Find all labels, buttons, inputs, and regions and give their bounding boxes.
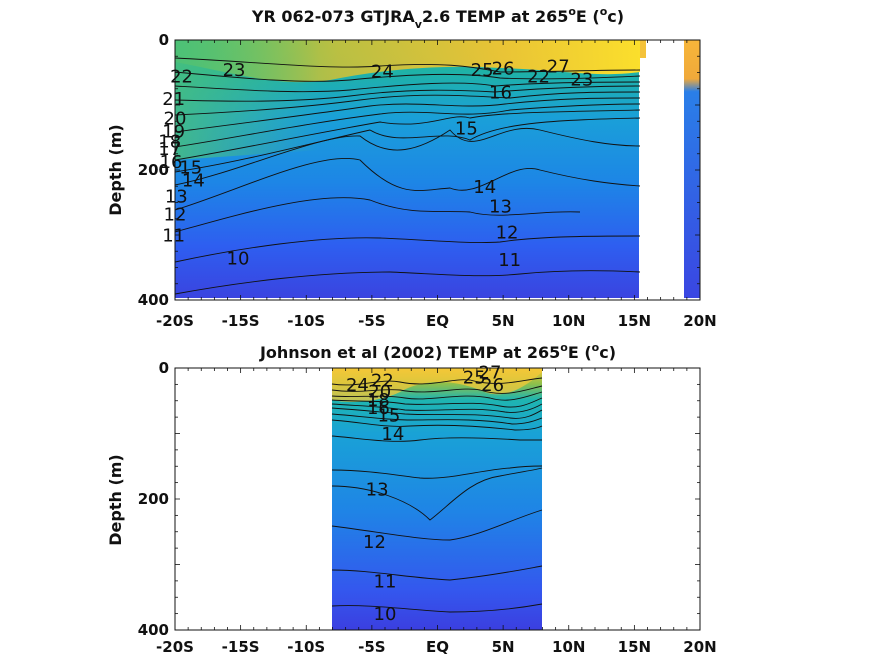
contour-label: 13	[366, 480, 389, 501]
contour-label: 16	[489, 83, 512, 104]
contour-label: 15	[455, 118, 478, 139]
contour-label: 27	[479, 362, 502, 383]
contour-label: 18	[367, 390, 390, 411]
contour-label: 16	[367, 398, 390, 419]
top-y-ticks: 0 200 400	[138, 31, 700, 309]
bottom-field	[332, 368, 542, 630]
x-tick-label: EQ	[426, 638, 449, 656]
contour-label: 21	[162, 89, 185, 110]
contour-label: 20	[164, 109, 187, 130]
top-contours	[175, 57, 641, 295]
contour-label: 22	[170, 66, 193, 87]
contour-label: 25	[463, 368, 486, 389]
contour-label: 26	[481, 375, 504, 396]
contour-label: 23	[223, 60, 246, 81]
contour-label: 16	[160, 152, 183, 173]
contour-label: 13	[165, 187, 188, 208]
contour-label: 18	[158, 131, 181, 152]
bottom-y-ticks: 0 200 400	[138, 359, 700, 639]
contour-label: 10	[227, 248, 250, 269]
contour-label: 22	[527, 66, 550, 87]
x-tick-label: 20N	[683, 638, 716, 656]
contour-label: 13	[489, 196, 512, 217]
y-tick-label: 200	[138, 161, 169, 179]
x-tick-label: -5S	[358, 638, 385, 656]
contour-label: 11	[162, 226, 185, 247]
top-panel: YR 062-073 GTJRAv2.6 TEMP at 265oE (oc)	[106, 5, 717, 330]
x-tick-label: 5N	[492, 638, 515, 656]
x-tick-label: EQ	[426, 312, 449, 330]
contour-label: 20	[368, 381, 391, 402]
contour-label: 12	[496, 222, 519, 243]
bottom-contours	[331, 377, 543, 613]
contour-label: 24	[346, 375, 369, 396]
y-tick-label: 0	[159, 359, 169, 377]
contour-label: 23	[570, 70, 593, 91]
contour-label: 11	[498, 250, 521, 271]
x-tick-label: 20N	[683, 312, 716, 330]
contour-label: 26	[492, 58, 515, 79]
contour-label: 14	[473, 177, 496, 198]
contour-label: 19	[162, 122, 185, 143]
contour-label: 12	[363, 532, 386, 553]
x-tick-label: -10S	[287, 312, 325, 330]
contour-label: 14	[381, 424, 404, 445]
bottom-y-axis-label: Depth (m)	[106, 454, 125, 546]
y-tick-label: 0	[159, 31, 169, 49]
x-tick-label: 10N	[552, 312, 585, 330]
x-tick-label: -5S	[358, 312, 385, 330]
x-tick-label: 5N	[492, 312, 515, 330]
bottom-panel: Johnson et al (2002) TEMP at 265oE (oc) …	[106, 341, 717, 656]
x-tick-label: -20S	[156, 312, 194, 330]
x-tick-label: -15S	[222, 638, 260, 656]
y-tick-label: 200	[138, 490, 169, 508]
y-tick-label: 400	[138, 621, 169, 639]
contour-label: 12	[164, 205, 187, 226]
top-y-axis-label: Depth (m)	[106, 124, 125, 216]
x-tick-label: 10N	[552, 638, 585, 656]
x-tick-label: -20S	[156, 638, 194, 656]
contour-label: 10	[374, 604, 397, 625]
y-tick-label: 400	[138, 291, 169, 309]
contour-label: 27	[547, 57, 570, 78]
contour-label: 14	[182, 170, 205, 191]
contour-label: 15	[377, 406, 400, 427]
contour-label: 15	[179, 157, 202, 178]
x-tick-label: -10S	[287, 638, 325, 656]
contour-label: 11	[374, 571, 397, 592]
top-title: YR 062-073 GTJRAv2.6 TEMP at 265oE (oc)	[251, 5, 624, 31]
bottom-title: Johnson et al (2002) TEMP at 265oE (oc)	[259, 341, 616, 362]
contour-label: 17	[158, 139, 181, 160]
x-tick-label: -15S	[222, 312, 260, 330]
top-x-ticks: -20S -15S -10S -5S EQ 5N 10N 15N 20N	[156, 40, 717, 330]
contour-label: 25	[471, 60, 494, 81]
contour-label: 22	[371, 370, 394, 391]
bottom-x-ticks: -20S -15S -10S -5S EQ 5N 10N 15N 20N	[156, 368, 717, 656]
contour-label: 24	[371, 62, 394, 83]
x-tick-label: 15N	[618, 312, 651, 330]
x-tick-label: 15N	[618, 638, 651, 656]
